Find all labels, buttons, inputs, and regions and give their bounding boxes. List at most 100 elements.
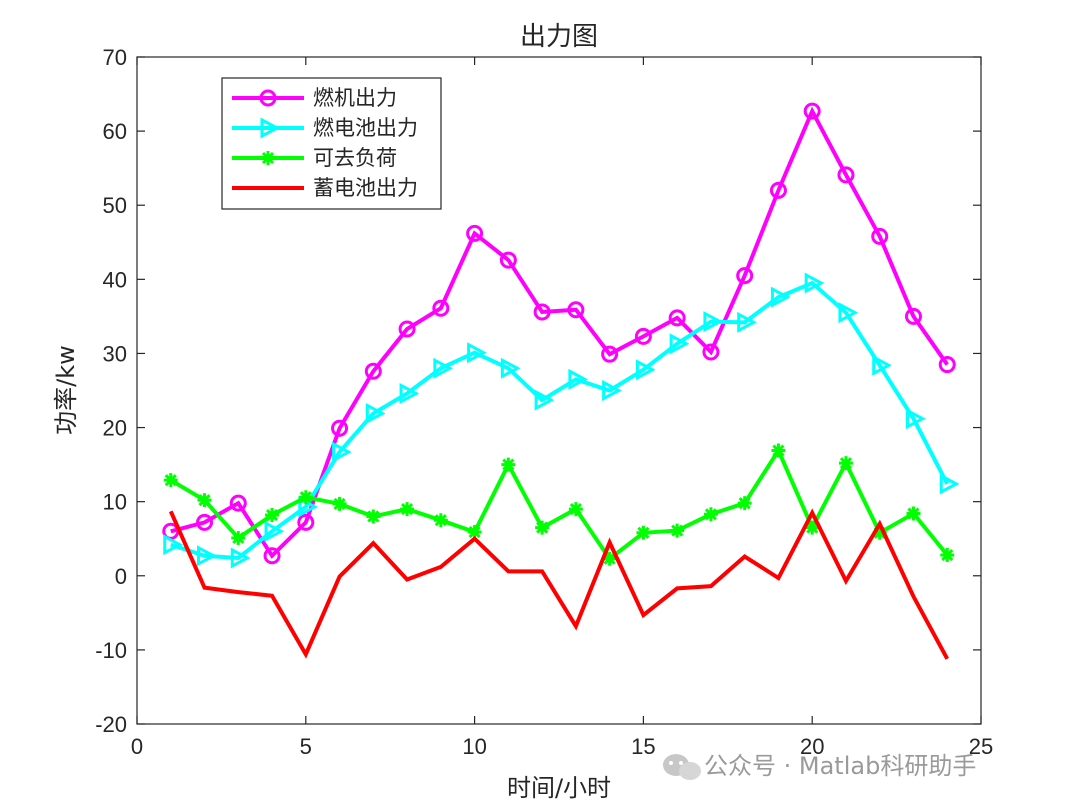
y-tick-label: 30 bbox=[103, 341, 127, 366]
series-3 bbox=[163, 443, 955, 566]
data-point bbox=[197, 493, 212, 508]
data-point bbox=[264, 520, 285, 542]
x-tick-label: 0 bbox=[131, 734, 143, 759]
data-point bbox=[601, 345, 619, 363]
data-point bbox=[837, 166, 855, 184]
data-point bbox=[938, 356, 956, 374]
data-point bbox=[805, 520, 820, 535]
axes-box bbox=[136, 56, 982, 725]
data-point bbox=[669, 333, 690, 355]
x-tick-label: 5 bbox=[300, 734, 312, 759]
data-point bbox=[905, 408, 926, 430]
y-tick-label: 50 bbox=[103, 193, 127, 218]
y-tick-label: -10 bbox=[95, 638, 127, 663]
data-point bbox=[263, 547, 281, 565]
data-point bbox=[602, 380, 622, 401]
data-point bbox=[838, 302, 859, 324]
x-axis-label: 时间/小时 bbox=[507, 774, 611, 802]
legend-marker bbox=[259, 89, 277, 107]
wechat-icon bbox=[663, 754, 701, 780]
data-point bbox=[365, 402, 386, 424]
data-point bbox=[872, 354, 892, 376]
data-point bbox=[804, 272, 825, 294]
y-tick-label: 0 bbox=[115, 564, 127, 589]
data-point bbox=[501, 457, 516, 472]
data-point bbox=[499, 251, 517, 269]
data-point bbox=[534, 389, 555, 411]
data-point bbox=[871, 227, 889, 245]
chart-title: 出力图 bbox=[520, 22, 598, 52]
data-point bbox=[265, 508, 280, 523]
watermark-text: 公众号 · Matlab科研助手 bbox=[704, 752, 976, 780]
data-point bbox=[568, 502, 583, 517]
legend-label: 可去负荷 bbox=[313, 146, 397, 170]
legend-marker bbox=[261, 151, 275, 165]
data-point bbox=[770, 286, 791, 308]
data-point bbox=[535, 520, 550, 535]
data-point bbox=[568, 368, 589, 390]
data-point bbox=[332, 496, 347, 511]
y-axis-label: 功率/kw bbox=[52, 345, 80, 435]
series-line bbox=[168, 508, 949, 660]
ticks-layer: 0 5 10 15 20 25 -20 -10 0 10 20 30 40 50 60 70 bbox=[95, 45, 993, 759]
legend-entry: 可去负荷 bbox=[232, 146, 397, 170]
legend-marker bbox=[260, 117, 281, 139]
data-point bbox=[703, 507, 718, 522]
data-point bbox=[467, 342, 487, 364]
y-tick-label: 10 bbox=[103, 490, 127, 515]
data-point bbox=[872, 525, 887, 540]
watermark: 公众号 · Matlab科研助手 bbox=[663, 752, 976, 780]
data-point bbox=[803, 102, 821, 120]
data-point bbox=[602, 551, 617, 566]
data-point bbox=[432, 299, 450, 317]
data-point bbox=[399, 382, 420, 404]
y-tick-label: 40 bbox=[103, 267, 127, 292]
data-point bbox=[737, 496, 752, 511]
data-point bbox=[703, 311, 724, 333]
x-tick-label: 10 bbox=[462, 734, 486, 759]
data-point bbox=[398, 320, 416, 338]
x-tick-label: 25 bbox=[969, 734, 993, 759]
legend-label: 蓄电池出力 bbox=[313, 176, 418, 200]
data-point bbox=[906, 506, 921, 521]
data-point bbox=[939, 473, 960, 495]
legend-label: 燃机出力 bbox=[313, 86, 397, 110]
x-tick-label: 15 bbox=[631, 734, 655, 759]
data-point bbox=[331, 419, 349, 437]
data-point bbox=[433, 357, 454, 379]
y-tick-label: -20 bbox=[95, 712, 127, 737]
series-4 bbox=[168, 508, 949, 660]
series-2 bbox=[163, 272, 960, 569]
data-point bbox=[400, 502, 415, 517]
data-point bbox=[904, 307, 922, 325]
series-1 bbox=[162, 102, 956, 565]
data-point bbox=[533, 303, 551, 321]
data-point bbox=[297, 513, 315, 531]
data-point bbox=[466, 224, 484, 242]
data-point bbox=[366, 509, 381, 524]
data-point bbox=[702, 343, 720, 361]
data-point bbox=[838, 456, 853, 471]
series-layer bbox=[162, 102, 960, 660]
data-point bbox=[771, 443, 786, 458]
y-tick-label: 70 bbox=[103, 45, 127, 70]
data-point bbox=[229, 494, 247, 512]
data-point bbox=[467, 525, 482, 540]
data-point bbox=[940, 548, 955, 563]
data-point bbox=[737, 311, 757, 333]
data-point bbox=[196, 513, 214, 531]
series-line bbox=[169, 446, 949, 562]
legend-entry: 蓄电池出力 bbox=[232, 176, 418, 200]
data-point bbox=[635, 359, 656, 381]
legend-entry: 燃机出力 bbox=[232, 86, 397, 110]
data-point bbox=[364, 362, 382, 380]
data-point bbox=[197, 545, 217, 567]
y-tick-label: 20 bbox=[103, 416, 127, 441]
data-point bbox=[433, 513, 448, 528]
legend-entry: 燃电池出力 bbox=[232, 116, 418, 140]
data-point bbox=[500, 357, 521, 379]
data-point bbox=[668, 309, 686, 327]
data-point bbox=[736, 267, 754, 285]
